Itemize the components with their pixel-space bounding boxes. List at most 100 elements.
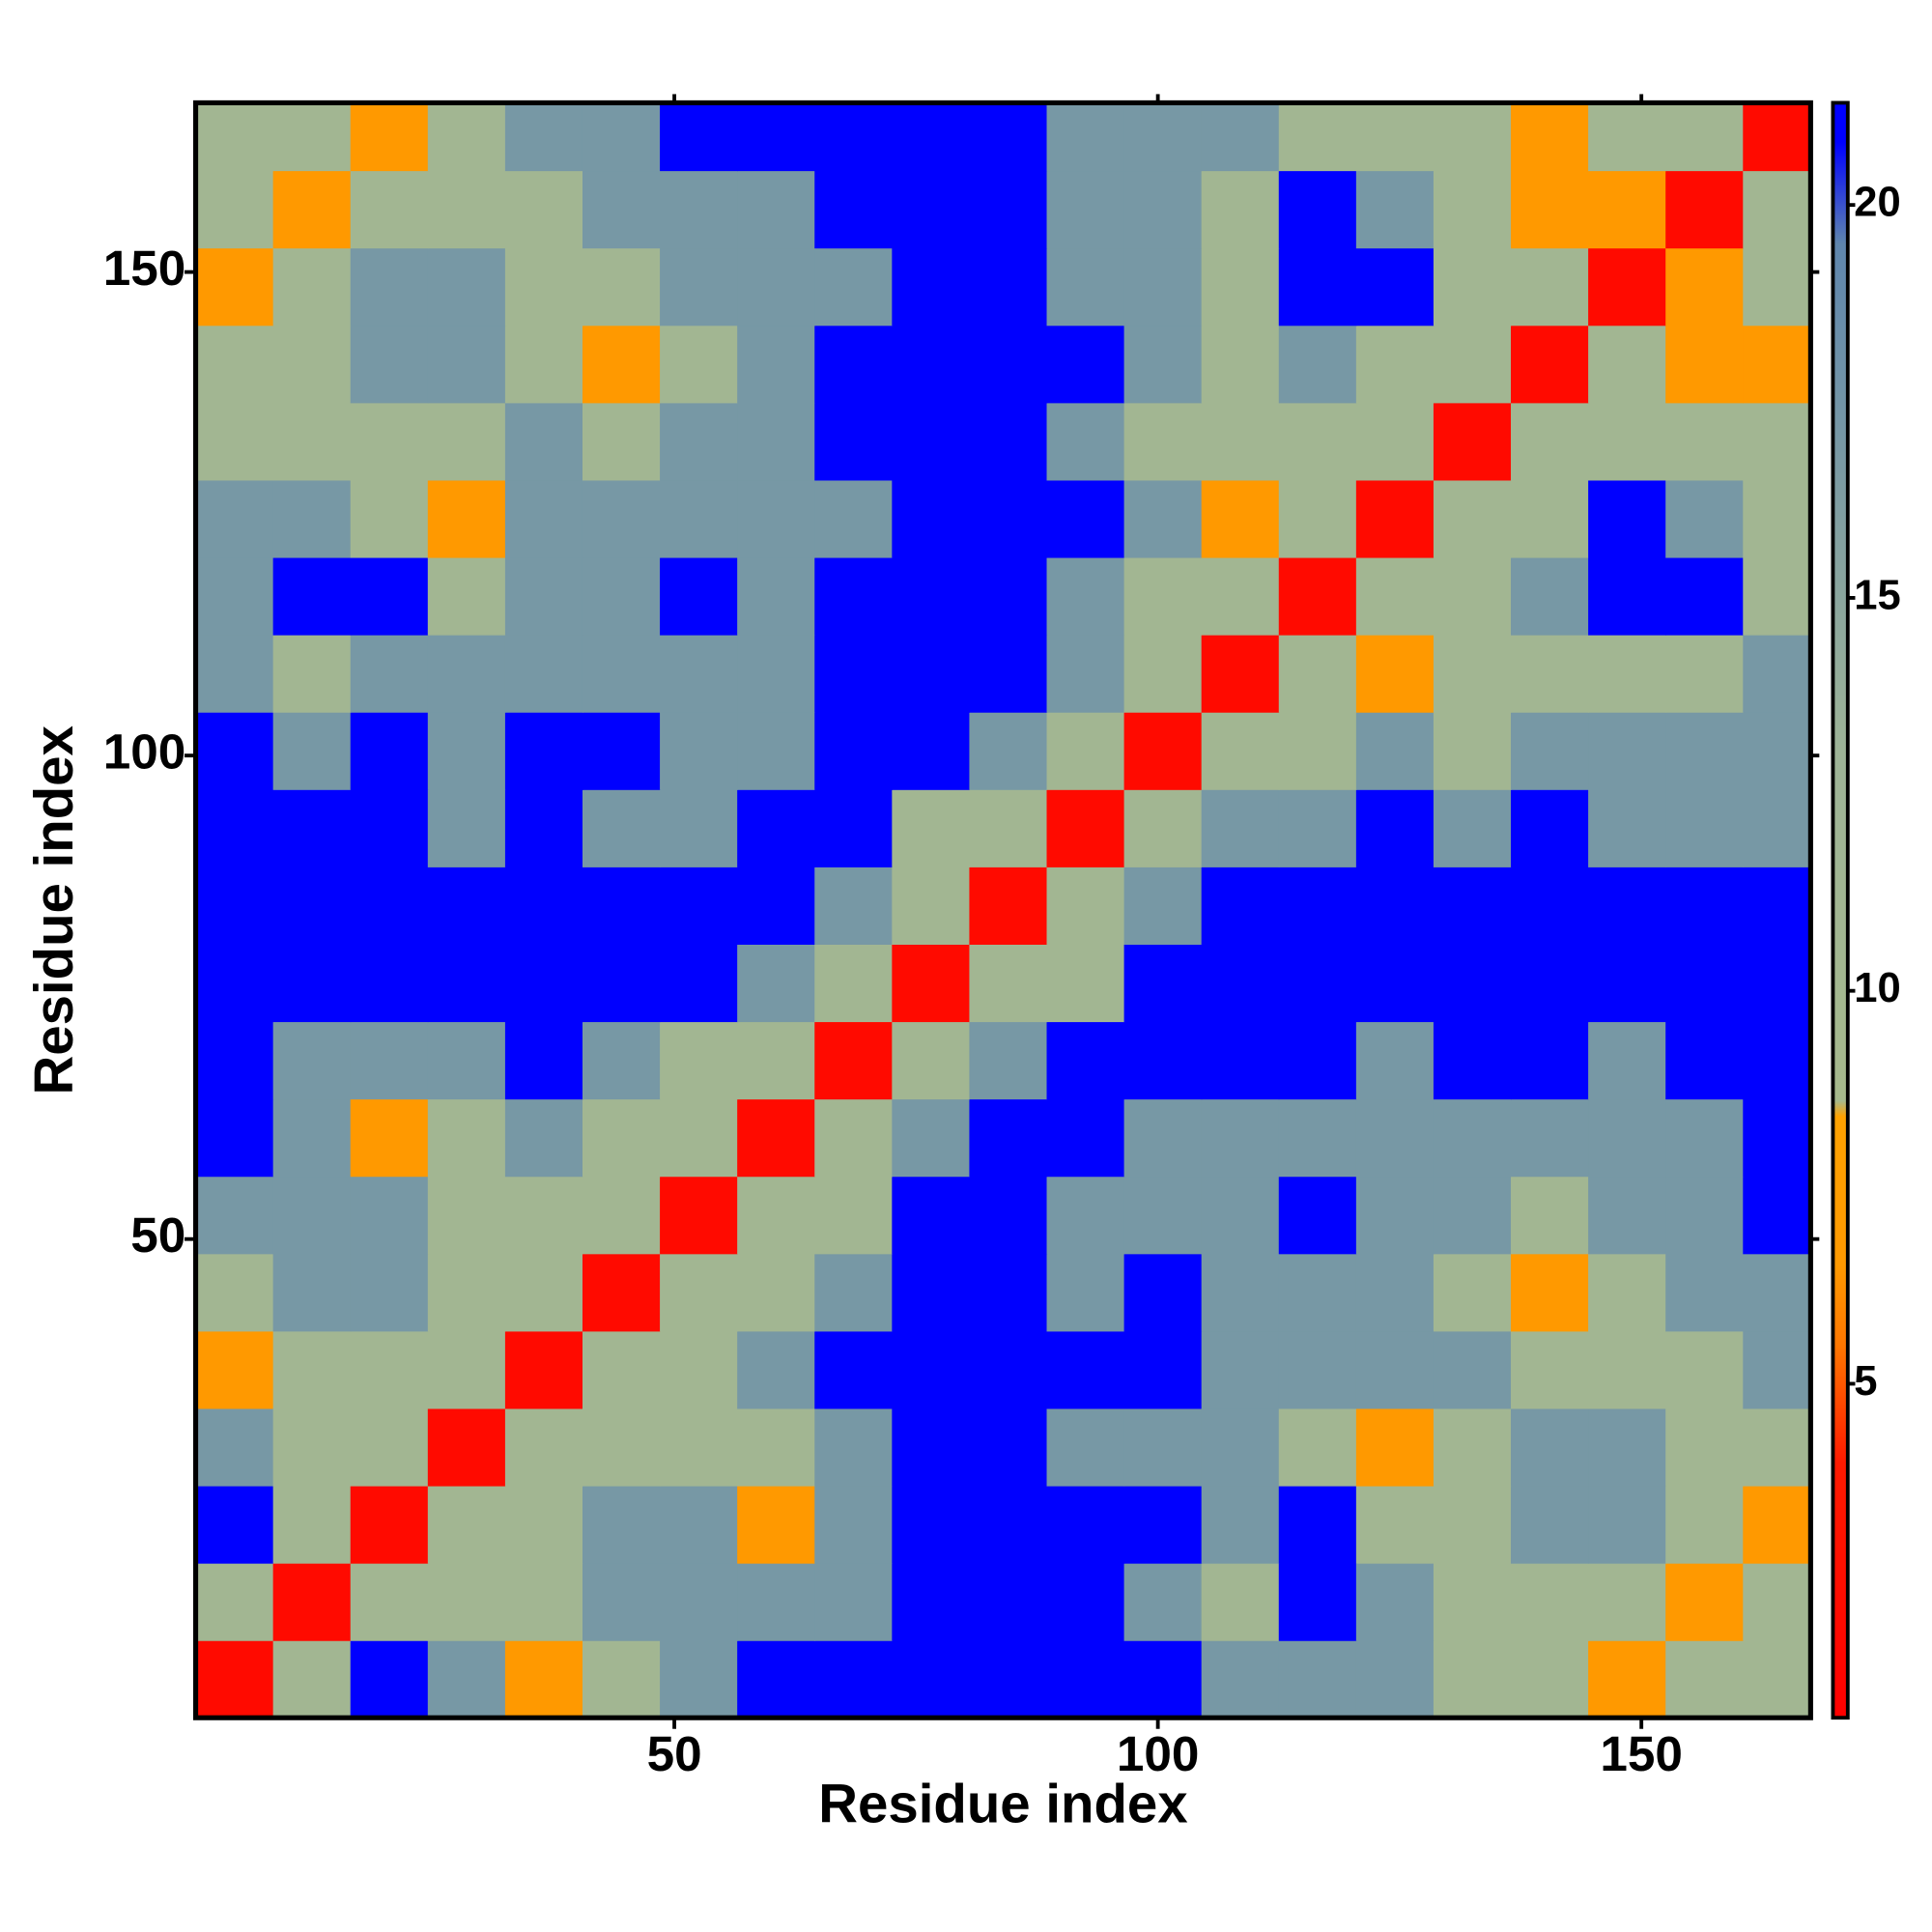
heatmap-cell: [272, 1563, 352, 1641]
heatmap-cell: [1433, 102, 1512, 172]
heatmap-cell: [1201, 556, 1280, 636]
heatmap-cell: [1511, 102, 1589, 172]
heatmap-cell: [969, 1021, 1048, 1100]
heatmap-cell: [892, 789, 971, 867]
heatmap-cell: [195, 1485, 274, 1564]
heatmap-cell: [195, 402, 274, 481]
heatmap-cell: [969, 712, 1048, 790]
heatmap-cell: [737, 635, 815, 713]
heatmap-cell: [1511, 1330, 1589, 1409]
heatmap-cell: [350, 556, 429, 636]
heatmap-cell: [737, 102, 815, 172]
axes: 50 100 150 50 100 150 5 10 15 20: [103, 94, 1901, 1781]
y-tick-label: 100: [103, 724, 186, 780]
heatmap-cell: [1743, 867, 1811, 945]
heatmap-cell: [1355, 1330, 1435, 1409]
heatmap-cell: [814, 170, 893, 249]
heatmap-cell: [1588, 102, 1666, 172]
heatmap-cell: [272, 402, 352, 481]
heatmap-cell: [737, 789, 815, 867]
heatmap-cell: [660, 102, 738, 172]
plot-frame: [193, 99, 1813, 1720]
heatmap-cell: [1588, 867, 1666, 945]
heatmap-cell: [892, 1407, 971, 1487]
heatmap-cell: [969, 402, 1048, 481]
heatmap-cells: [195, 102, 1811, 1719]
heatmap-cell: [1743, 1253, 1811, 1332]
heatmap-cell: [1123, 479, 1203, 558]
heatmap-cell: [1201, 1098, 1280, 1178]
heatmap-cell: [1201, 402, 1280, 481]
heatmap-cell: [814, 635, 893, 713]
heatmap-cell: [1123, 635, 1203, 713]
heatmap-cell: [427, 1253, 506, 1332]
heatmap-cell: [1743, 712, 1811, 790]
heatmap-cell: [1433, 1407, 1512, 1487]
heatmap-cell: [1588, 1330, 1666, 1409]
heatmap-cell: [272, 944, 352, 1023]
heatmap-cell: [1355, 712, 1435, 790]
heatmap-cell: [1046, 944, 1125, 1023]
heatmap-cell: [195, 1563, 274, 1641]
heatmap-cell: [582, 556, 661, 636]
heatmap-cell: [504, 1407, 583, 1487]
heatmap-cell: [1201, 247, 1280, 327]
heatmap-cell: [892, 402, 971, 481]
heatmap-cell: [1278, 1330, 1357, 1409]
heatmap-cell: [272, 1098, 352, 1178]
heatmap-cell: [892, 1563, 971, 1641]
heatmap-cell: [1743, 170, 1811, 249]
heatmap-cell: [1278, 1407, 1357, 1487]
heatmap-cell: [1511, 170, 1589, 249]
heatmap-cell: [1355, 635, 1435, 713]
heatmap-cell: [582, 867, 661, 945]
heatmap-cell: [195, 1098, 274, 1178]
heatmap-cell: [1355, 170, 1435, 249]
heatmap-cell: [1046, 789, 1125, 867]
heatmap-cell: [1433, 1098, 1512, 1178]
heatmap-cell: [969, 1176, 1048, 1255]
heatmap-cell: [272, 1176, 352, 1255]
heatmap-cell: [814, 1563, 893, 1641]
heatmap-cell: [1433, 1253, 1512, 1332]
heatmap-cell: [814, 1330, 893, 1409]
heatmap-cell: [195, 556, 274, 636]
heatmap-cell: [427, 102, 506, 172]
heatmap-cell: [892, 325, 971, 404]
heatmap-cell: [582, 789, 661, 867]
heatmap-cell: [1046, 1330, 1125, 1409]
heatmap-cell: [350, 944, 429, 1023]
heatmap-cell: [427, 867, 506, 945]
colorbar-tick-label: 5: [1854, 1358, 1877, 1405]
heatmap-cell: [1355, 325, 1435, 404]
heatmap-cell: [1511, 1253, 1589, 1332]
heatmap-cell: [1743, 1021, 1811, 1100]
heatmap-cell: [1588, 556, 1666, 636]
heatmap-cell: [737, 556, 815, 636]
heatmap-cell: [1046, 325, 1125, 404]
heatmap-cell: [814, 402, 893, 481]
heatmap-cell: [737, 1563, 815, 1641]
heatmap-cell: [737, 867, 815, 945]
heatmap-cell: [660, 944, 738, 1023]
heatmap-cell: [1355, 1176, 1435, 1255]
heatmap-cell: [427, 325, 506, 404]
heatmap-cell: [814, 712, 893, 790]
x-tick-label: 100: [1117, 1726, 1200, 1781]
heatmap-cell: [660, 867, 738, 945]
heatmap-cell: [1201, 1485, 1280, 1564]
heatmap-cell: [1511, 1098, 1589, 1178]
heatmap-cell: [427, 402, 506, 481]
heatmap-cell: [892, 1253, 971, 1332]
heatmap-cell: [427, 944, 506, 1023]
heatmap-cell: [427, 1407, 506, 1487]
heatmap-cell: [1665, 247, 1744, 327]
heatmap-cell: [737, 402, 815, 481]
heatmap-cell: [1665, 1021, 1744, 1100]
heatmap-cell: [1511, 325, 1589, 404]
heatmap-cell: [272, 556, 352, 636]
heatmap-cell: [1665, 1407, 1744, 1487]
heatmap-cell: [737, 944, 815, 1023]
heatmap-cell: [1123, 1640, 1203, 1719]
heatmap-cell: [1665, 1098, 1744, 1178]
